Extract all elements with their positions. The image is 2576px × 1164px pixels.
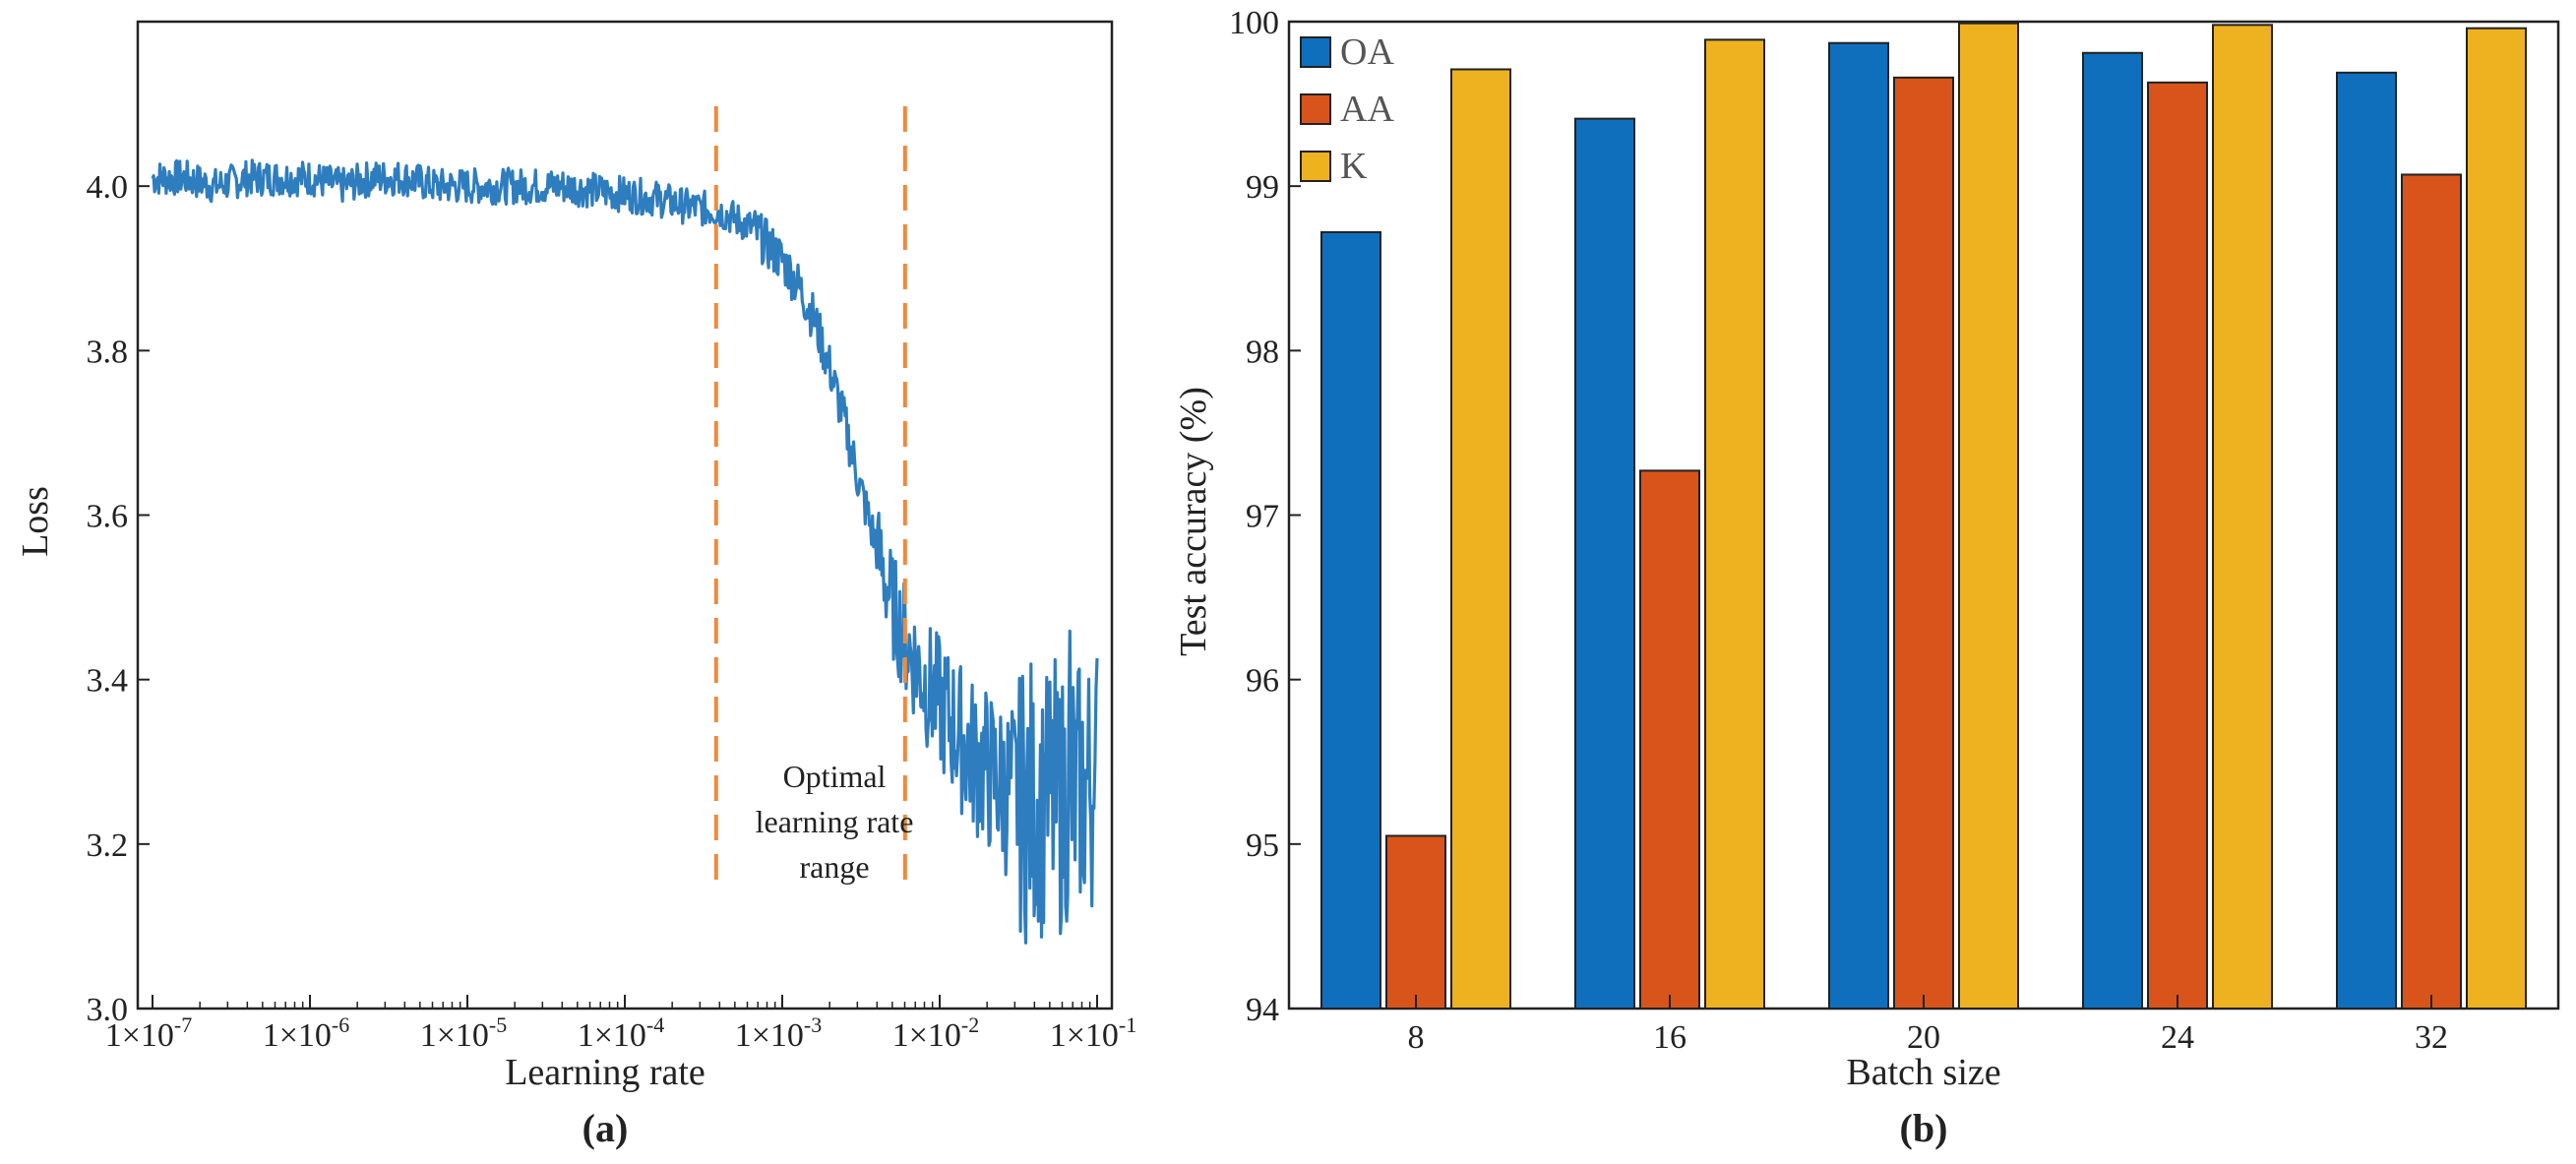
bar-aa-20 bbox=[1893, 76, 1954, 1010]
legend-label-k: K bbox=[1340, 146, 1368, 187]
x-tick-label: 20 bbox=[1907, 1019, 1940, 1056]
bar-oa-20 bbox=[1828, 41, 1889, 1010]
legend-swatch-aa bbox=[1300, 93, 1331, 125]
panel-a-x-axis-label: Learning rate bbox=[505, 1052, 705, 1093]
annotation-line-1: Optimal bbox=[783, 759, 887, 794]
legend-swatch-oa bbox=[1300, 36, 1331, 68]
panel-b-x-axis-label: Batch size bbox=[1846, 1052, 2000, 1093]
panel-b-y-ticks: 94 95 96 97 98 99 100 bbox=[1229, 5, 1301, 1028]
x-tick-label: 1×10-1 bbox=[1050, 1012, 1137, 1054]
bar-k-32 bbox=[2466, 27, 2527, 1011]
bar-k-20 bbox=[1958, 22, 2019, 1010]
annotation-line-3: range bbox=[799, 849, 869, 885]
bar-oa-8 bbox=[1320, 230, 1381, 1010]
legend-label-oa: OA bbox=[1340, 31, 1394, 73]
x-tick-label: 32 bbox=[2415, 1019, 2448, 1056]
loss-curve bbox=[151, 158, 1099, 945]
panel-b-y-axis-label: Test accuracy (%) bbox=[1173, 387, 1214, 656]
bar-aa-16 bbox=[1639, 469, 1700, 1010]
panel-b-legend: OA AA K bbox=[1300, 31, 1394, 187]
y-tick-label: 3.8 bbox=[87, 334, 129, 370]
y-tick-label: 98 bbox=[1246, 334, 1279, 370]
y-tick-label: 97 bbox=[1246, 499, 1279, 535]
legend-swatch-k bbox=[1300, 151, 1331, 182]
bar-k-8 bbox=[1450, 68, 1511, 1010]
bar-oa-24 bbox=[2082, 51, 2143, 1011]
panel-a-label: (a) bbox=[583, 1106, 629, 1150]
bar-aa-32 bbox=[2401, 173, 2462, 1010]
y-tick-label: 3.4 bbox=[87, 663, 129, 700]
bar-k-24 bbox=[2212, 24, 2273, 1011]
x-tick-label: 24 bbox=[2161, 1019, 2194, 1056]
panel-a-range-lines bbox=[713, 106, 907, 892]
bar-oa-32 bbox=[2336, 71, 2397, 1011]
y-tick-label: 3.6 bbox=[87, 499, 129, 535]
x-tick-label: 1×10-6 bbox=[263, 1012, 350, 1054]
x-tick-label: 1×10-7 bbox=[105, 1012, 193, 1054]
panel-a-y-axis-label: Loss bbox=[15, 486, 56, 557]
bar-k-16 bbox=[1704, 38, 1765, 1011]
y-tick-label: 3.0 bbox=[87, 992, 129, 1028]
y-tick-label: 4.0 bbox=[87, 169, 129, 206]
panel-a-line-chart: 1×10-7 1×10-6 1×10-5 1×10-4 1×10-3 1×10-2 1×10… bbox=[15, 20, 1137, 1150]
y-tick-label: 3.2 bbox=[87, 827, 129, 864]
x-tick-label: 1×10-5 bbox=[420, 1012, 508, 1054]
panel-b-bars bbox=[1320, 22, 2527, 1011]
bar-aa-8 bbox=[1385, 834, 1446, 1010]
x-tick-label: 1×10-2 bbox=[892, 1012, 980, 1054]
y-tick-label: 99 bbox=[1246, 169, 1279, 206]
panel-a-y-ticks: 3.0 3.2 3.4 3.6 3.8 4.0 bbox=[87, 169, 150, 1028]
x-tick-label: 16 bbox=[1653, 1019, 1687, 1056]
x-tick-label: 8 bbox=[1408, 1019, 1425, 1056]
x-tick-label: 1×10-4 bbox=[578, 1012, 665, 1054]
y-tick-label: 94 bbox=[1246, 992, 1279, 1028]
annotation-line-2: learning rate bbox=[756, 804, 914, 839]
panel-b-x-ticks: 8 16 20 24 32 bbox=[1408, 995, 2448, 1056]
panel-a-frame bbox=[136, 20, 1114, 1011]
legend-label-aa: AA bbox=[1340, 89, 1394, 130]
y-tick-label: 96 bbox=[1246, 663, 1279, 700]
panel-b-bar-chart: 8 16 20 24 32 94 95 96 97 98 99 100 OA AA K Batch si… bbox=[1173, 5, 2560, 1150]
panel-a-curve-layer bbox=[151, 158, 1099, 945]
x-tick-label: 1×10-3 bbox=[735, 1012, 823, 1054]
y-tick-label: 100 bbox=[1229, 5, 1279, 41]
y-tick-label: 95 bbox=[1246, 827, 1279, 864]
panel-b-label: (b) bbox=[1900, 1106, 1948, 1150]
panel-a-x-ticks: 1×10-7 1×10-6 1×10-5 1×10-4 1×10-3 1×10-2 1×10… bbox=[105, 995, 1137, 1054]
bar-aa-24 bbox=[2147, 81, 2208, 1010]
bar-oa-16 bbox=[1574, 117, 1635, 1010]
